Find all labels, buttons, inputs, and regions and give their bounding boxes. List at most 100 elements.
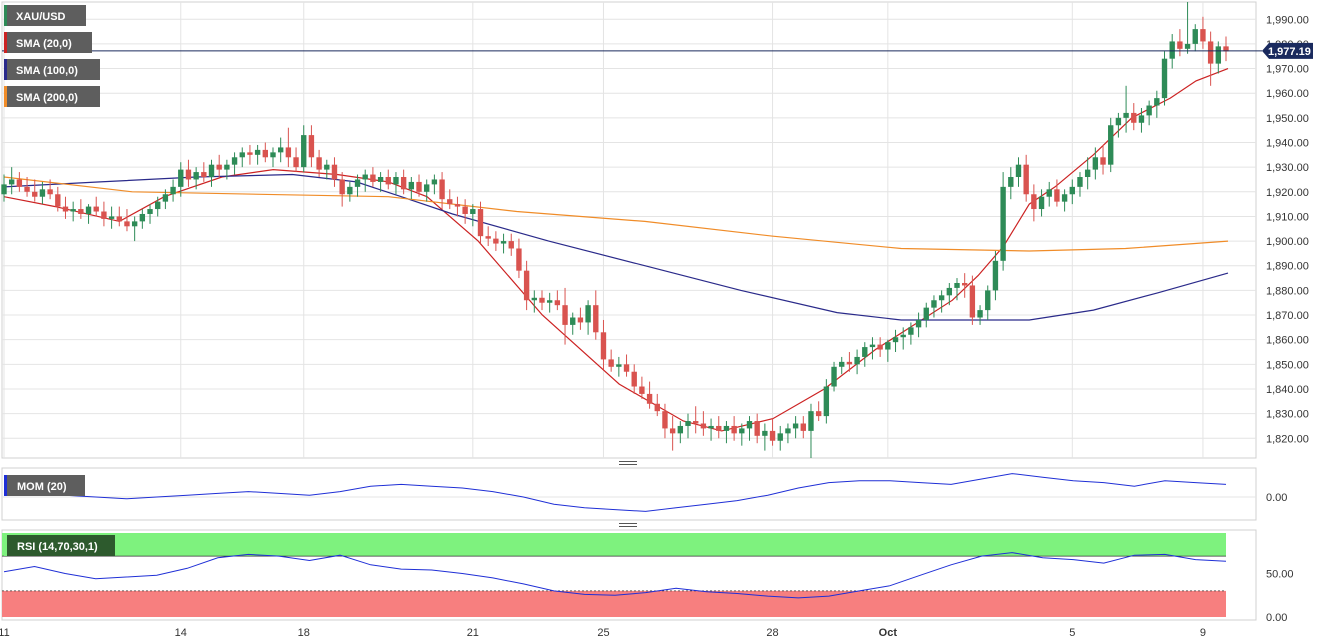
- candle-body: [593, 305, 599, 333]
- candle: [885, 339, 891, 362]
- candle: [746, 416, 753, 441]
- candle: [262, 142, 268, 163]
- candle-body: [723, 425, 730, 431]
- candle-body: [646, 393, 653, 404]
- candle-body: [508, 241, 514, 249]
- candle-body: [354, 179, 361, 187]
- candle-body: [854, 356, 860, 365]
- candle-body: [454, 204, 461, 207]
- candle: [24, 177, 30, 197]
- candle-body: [546, 300, 553, 303]
- candle: [1154, 90, 1160, 118]
- candle-body: [1223, 46, 1229, 52]
- candle: [1023, 154, 1029, 202]
- candle-body: [946, 287, 953, 296]
- candle-body: [301, 135, 307, 168]
- candle: [216, 154, 222, 178]
- candle-body: [877, 344, 883, 350]
- candle-body: [201, 172, 207, 178]
- candle: [877, 337, 883, 357]
- candle-body: [262, 149, 268, 158]
- candle-body: [1031, 194, 1037, 210]
- candle: [1015, 157, 1022, 187]
- candle: [1031, 184, 1037, 222]
- candle: [693, 406, 699, 434]
- legend-swatch: [4, 5, 7, 26]
- momentum-y-tick-label: 0.00: [1266, 492, 1287, 504]
- candle-body: [393, 177, 399, 185]
- price-y-tick-label: 1,950.00: [1266, 113, 1309, 125]
- candle-body: [662, 411, 668, 429]
- candle: [915, 312, 922, 338]
- candle: [554, 290, 561, 311]
- candle: [892, 329, 899, 353]
- momentum-line: [3, 473, 1227, 512]
- legend-box: [4, 5, 86, 26]
- rsi-line: [3, 552, 1227, 599]
- x-tick-label: 9: [1200, 627, 1206, 639]
- candle-body: [347, 186, 353, 195]
- price-y-tick-label: 1,870.00: [1266, 310, 1309, 322]
- candle: [800, 416, 806, 439]
- legend-label: SMA (20,0): [16, 38, 72, 50]
- candle-body: [131, 221, 138, 227]
- candle: [1200, 16, 1206, 49]
- candle-body: [85, 206, 92, 214]
- candle-body: [324, 164, 330, 170]
- candle: [16, 172, 23, 192]
- candle-body: [1077, 177, 1083, 187]
- candle-body: [277, 147, 284, 153]
- candle-body: [977, 310, 983, 318]
- candle: [516, 238, 522, 279]
- price-y-tick-label: 1,910.00: [1266, 211, 1309, 223]
- candle-body: [639, 386, 645, 394]
- candle-body: [1184, 43, 1191, 49]
- legend-box: [4, 32, 92, 53]
- candle: [923, 302, 929, 328]
- candle: [55, 186, 61, 212]
- candle-body: [1131, 112, 1137, 123]
- candle-body: [362, 174, 368, 180]
- candle: [808, 403, 814, 458]
- candle-body: [239, 152, 245, 158]
- candle: [1215, 41, 1222, 74]
- candle: [1207, 31, 1214, 86]
- candle-body: [1054, 189, 1060, 202]
- candle-body: [654, 403, 660, 412]
- candle-body: [1169, 41, 1175, 59]
- candle: [531, 290, 537, 313]
- legend-swatch-mom: [4, 475, 7, 496]
- candle: [1115, 112, 1122, 138]
- candle: [1061, 189, 1068, 212]
- candle: [32, 179, 38, 202]
- candle-body: [608, 359, 614, 367]
- legend-label: SMA (100,0): [16, 65, 78, 77]
- candle-body: [954, 282, 960, 288]
- candle: [685, 413, 691, 439]
- candle: [224, 159, 230, 180]
- candle: [70, 201, 76, 222]
- price-y-tick-label: 1,920.00: [1266, 187, 1309, 199]
- candle: [646, 381, 653, 409]
- candle: [562, 287, 568, 345]
- candle: [631, 364, 637, 394]
- candle-body: [78, 209, 84, 214]
- candle-body: [308, 135, 315, 158]
- legend-swatch: [4, 32, 7, 53]
- candle-body: [985, 290, 991, 311]
- candle-body: [224, 164, 230, 170]
- candle: [539, 290, 545, 311]
- candle-body: [247, 152, 253, 155]
- candle-body: [1008, 177, 1014, 187]
- candle-body: [693, 421, 699, 424]
- candle: [493, 231, 499, 251]
- candle: [1138, 107, 1145, 133]
- candle: [1177, 29, 1183, 57]
- candle-body: [915, 319, 922, 328]
- candle-body: [908, 327, 914, 335]
- candle-body: [1069, 186, 1075, 195]
- candle: [78, 199, 84, 219]
- candle: [785, 423, 791, 444]
- candle-body: [408, 181, 415, 190]
